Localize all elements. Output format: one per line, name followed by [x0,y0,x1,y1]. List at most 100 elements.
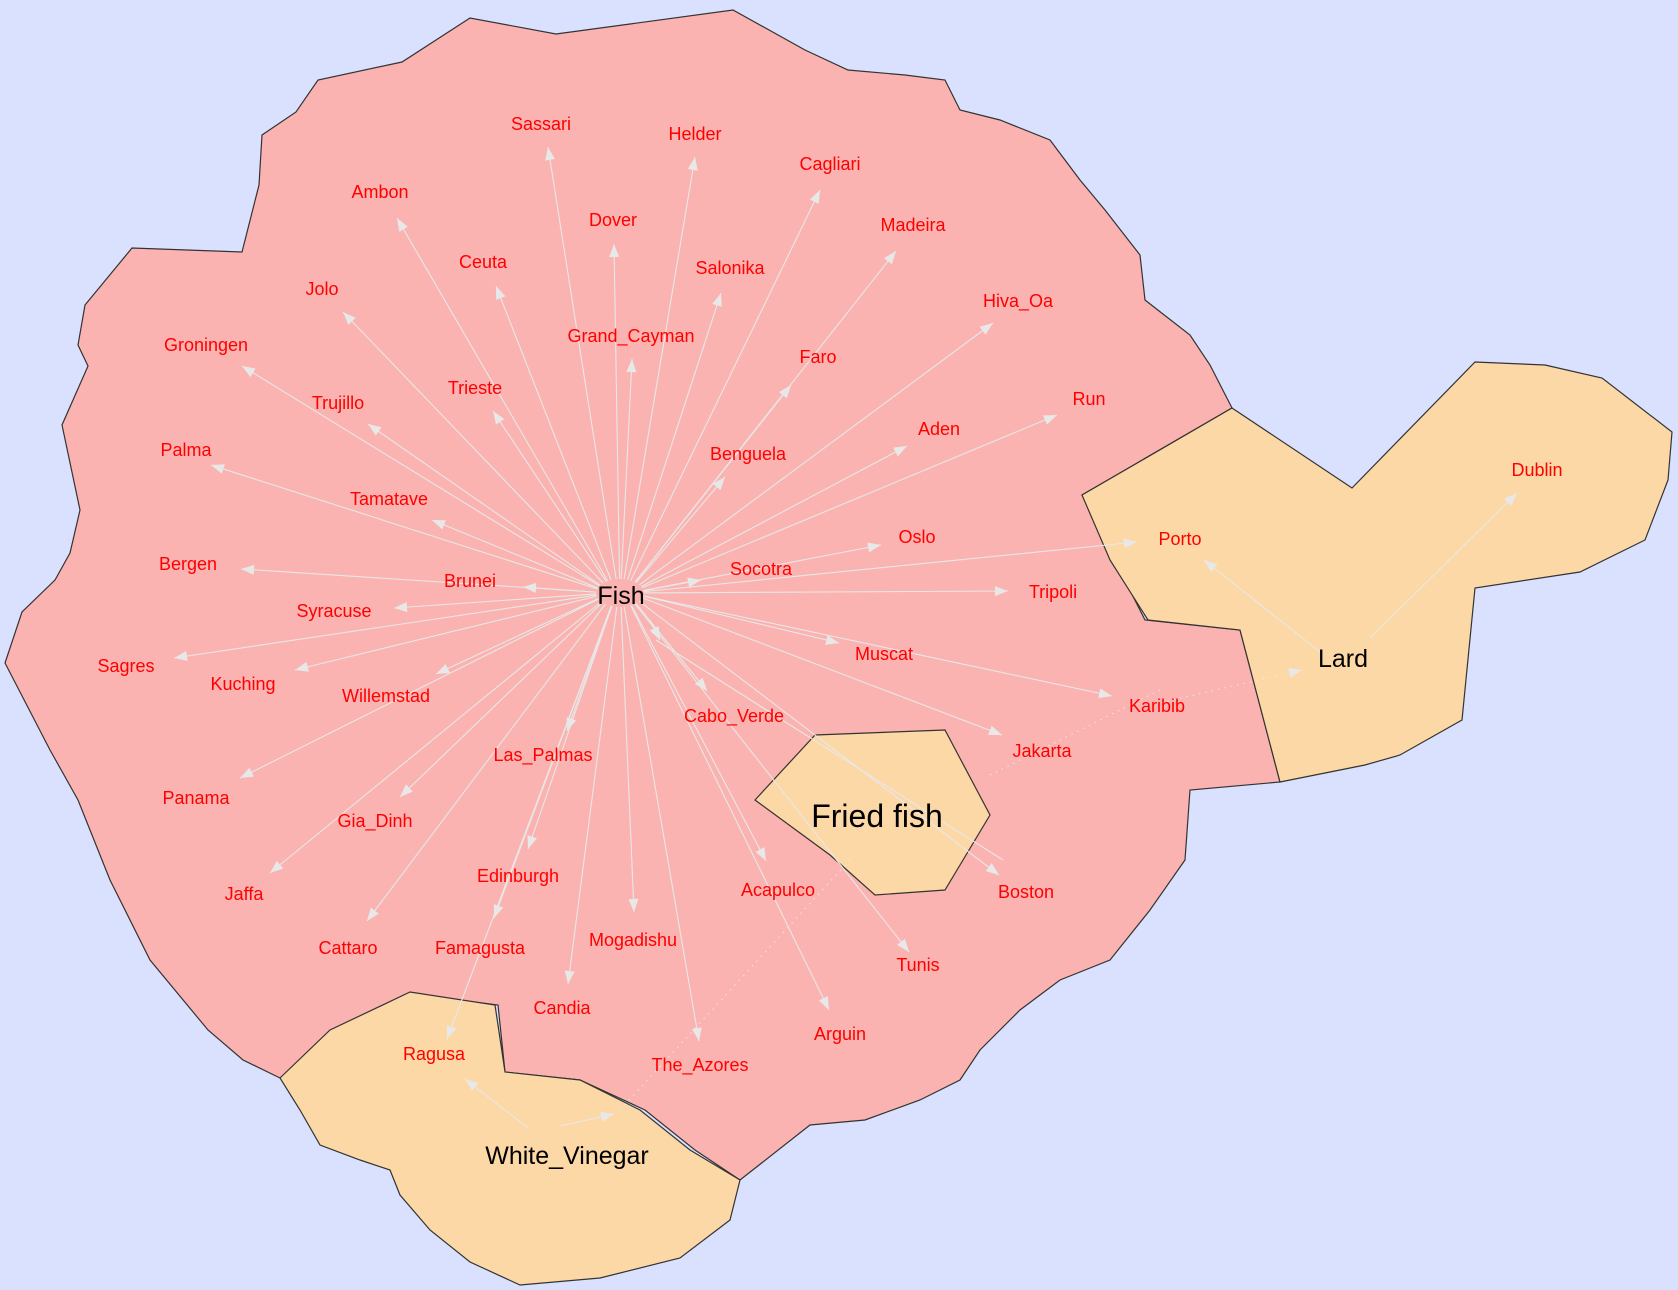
edge-fish-27-arrowhead [825,635,839,645]
edge-fish-14-arrowhead [1043,415,1057,425]
edge-fish-25 [643,590,1009,594]
city-gia-dinh[interactable]: Gia_Dinh [337,811,412,832]
city-ambon[interactable]: Ambon [351,182,408,202]
city-dover[interactable]: Dover [589,210,637,230]
region-fish[interactable] [4,9,1281,1181]
edge-fish-5-arrowhead [884,251,896,265]
city-muscat[interactable]: Muscat [855,644,913,664]
city-boston[interactable]: Boston [998,882,1054,902]
city-cattaro[interactable]: Cattaro [318,938,377,958]
edge-fish-25-arrowhead [994,586,1008,597]
edge-fish-26-arrowhead [394,602,408,613]
edge-fish-16 [641,445,908,588]
city-jakarta[interactable]: Jakarta [1012,741,1072,761]
hub-lard[interactable]: Lard [1318,645,1368,673]
edge-fish-38 [630,605,767,862]
city-acapulco[interactable]: Acapulco [741,880,815,900]
city-jolo[interactable]: Jolo [305,279,338,299]
edge-fish-stub-arrowhead [649,626,660,640]
hub-fried-fish[interactable]: Fried fish [811,798,943,834]
city-grand-cayman[interactable]: Grand_Cayman [567,326,694,347]
city-trieste[interactable]: Trieste [448,378,502,398]
city-willemstad[interactable]: Willemstad [342,686,430,706]
city-cagliari[interactable]: Cagliari [799,154,860,174]
city-porto[interactable]: Porto [1158,529,1201,549]
edge-fish-13-arrowhead [493,411,505,425]
edge-lard-dublin [1369,492,1518,639]
city-arguin[interactable]: Arguin [814,1024,866,1044]
region-white-vinegar[interactable] [279,991,741,1286]
city-panama[interactable]: Panama [162,788,230,808]
city-tripoli[interactable]: Tripoli [1029,582,1077,602]
edge-fish-1 [623,156,696,580]
hub-white-vinegar[interactable]: White_Vinegar [485,1142,649,1170]
city-mogadishu[interactable]: Mogadishu [589,930,677,950]
edge-fish-36-arrowhead [400,784,413,797]
edge-fish-10 [620,358,633,580]
city-hiva-oa[interactable]: Hiva_Oa [983,291,1054,312]
edge-fish-22-arrowhead [241,564,255,575]
city-salonika[interactable]: Salonika [695,258,765,278]
edge-fish-8-arrowhead [343,312,356,325]
city-faro[interactable]: Faro [799,347,836,367]
edge-karibib-lard-arrowhead [1288,668,1302,678]
city-jaffa[interactable]: Jaffa [225,884,265,904]
city-kuching[interactable]: Kuching [210,674,275,694]
city-benguela[interactable]: Benguela [710,444,787,464]
city-ceuta[interactable]: Ceuta [459,252,508,272]
region-lard[interactable] [1081,361,1673,783]
city-palma[interactable]: Palma [160,440,212,460]
edge-fish-26 [393,593,597,609]
city-cabo-verde[interactable]: Cabo_Verde [684,706,784,727]
edge-fish-42-arrowhead [628,898,639,912]
city-las-palmas[interactable]: Las_Palmas [493,745,592,766]
edge-fish-6 [495,285,612,581]
city-groningen[interactable]: Groningen [164,335,248,355]
city-famagusta[interactable]: Famagusta [435,938,526,958]
city-karibib[interactable]: Karibib [1129,696,1185,716]
hub-fish[interactable]: Fish [597,582,644,610]
edge-fish-48-arrowhead [691,1027,702,1041]
city-aden[interactable]: Aden [918,419,960,439]
edge-fish-31 [435,598,599,675]
city-bergen[interactable]: Bergen [159,554,217,574]
city-candia[interactable]: Candia [533,998,591,1018]
edge-fish-9-arrowhead [979,323,993,335]
edge-fish-39 [527,605,613,850]
edge-fish-35 [239,598,599,779]
edge-lard-porto-arrowhead [1204,560,1218,572]
edge-vinegar-ragusa [464,1078,529,1129]
edge-fish-31-arrowhead [436,663,450,674]
city-edinburgh[interactable]: Edinburgh [477,866,559,886]
city-oslo[interactable]: Oslo [898,527,935,547]
edge-fish-28-arrowhead [174,651,188,662]
labels-layer: Sassari Helder Cagliari Ambon Dover Made… [97,114,1562,1170]
edge-fish-17 [210,464,598,590]
city-trujillo[interactable]: Trujillo [312,393,364,413]
edge-fish-15-arrowhead [368,424,382,436]
city-brunei[interactable]: Brunei [444,571,496,591]
edge-fish-39-arrowhead [527,835,537,849]
edge-fish-24-arrowhead [523,582,537,593]
city-tamatave[interactable]: Tamatave [350,489,428,509]
city-tunis[interactable]: Tunis [896,955,939,975]
edge-fish-7 [627,292,722,580]
edge-fish-7-arrowhead [712,293,722,307]
city-the-azores[interactable]: The_Azores [651,1055,748,1076]
edge-fish-28 [173,594,597,659]
edge-fish-42 [620,606,635,913]
edge-vinegar-fish-arrowhead [600,1111,614,1122]
city-sassari[interactable]: Sassari [511,114,571,134]
city-helder[interactable]: Helder [668,124,721,144]
city-madeira[interactable]: Madeira [880,215,946,235]
edge-fish-43-arrowhead [367,907,379,921]
city-dublin[interactable]: Dublin [1511,460,1562,480]
city-syracuse[interactable]: Syracuse [296,601,371,621]
city-socotra[interactable]: Socotra [730,559,793,579]
edge-fish-30 [643,595,1113,697]
city-run[interactable]: Run [1072,389,1105,409]
city-sagres[interactable]: Sagres [97,656,154,676]
city-ragusa[interactable]: Ragusa [403,1044,466,1064]
edge-fish-4-arrowhead [609,244,620,258]
